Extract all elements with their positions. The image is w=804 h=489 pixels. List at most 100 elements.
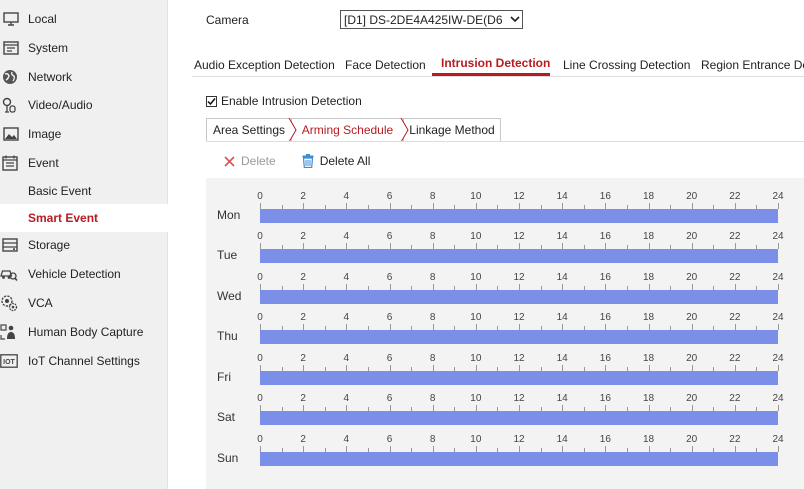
- hour-tick-mark: [281, 205, 283, 209]
- schedule-time-bar[interactable]: [260, 290, 778, 304]
- hour-tick-mark: [605, 243, 607, 249]
- schedule-time-bar[interactable]: [260, 371, 778, 385]
- hour-tick-mark: [778, 446, 779, 452]
- hour-tick-mark: [475, 405, 477, 411]
- hour-tick-label: 16: [599, 434, 611, 445]
- hour-tick-mark: [540, 448, 542, 452]
- hour-tick-mark: [281, 326, 283, 330]
- sidebar-item-human-body-capture[interactable]: Human Body Capture: [0, 318, 168, 346]
- hour-tick-label: 24: [772, 231, 784, 242]
- schedule-time-bar[interactable]: [260, 209, 778, 223]
- hour-tick-label: 8: [429, 434, 436, 445]
- hour-tick-mark: [346, 284, 348, 290]
- hour-tick-mark: [497, 367, 499, 371]
- hour-tick-mark: [713, 286, 715, 290]
- sidebar-item-storage[interactable]: Storage: [0, 231, 168, 259]
- sidebar-item-label: Image: [28, 127, 62, 141]
- sidebar-item-label: System: [28, 41, 69, 55]
- subtab-arming-schedule[interactable]: Arming Schedule: [292, 118, 404, 142]
- sidebar-item-smart-event[interactable]: Smart Event: [0, 204, 168, 232]
- hour-tick-mark: [562, 365, 564, 371]
- hour-tick-mark: [303, 203, 305, 209]
- hour-tick-mark: [260, 365, 261, 371]
- hour-tick-mark: [281, 367, 283, 371]
- enable-intrusion-checkbox[interactable]: [206, 95, 217, 107]
- hour-tick-mark: [389, 365, 391, 371]
- sidebar-item-image[interactable]: Image: [0, 120, 168, 148]
- tab-line-crossing-detection[interactable]: Line Crossing Detection: [563, 58, 691, 72]
- hour-tick-mark: [648, 284, 650, 290]
- camera-select[interactable]: [D1] DS-2DE4A425IW-DE(D6: [340, 10, 523, 29]
- close-icon: [224, 155, 235, 167]
- hour-tick-mark: [756, 286, 758, 290]
- sidebar-item-iot-channel-settings[interactable]: IOT IoT Channel Settings: [0, 347, 168, 375]
- day-label: Sat: [217, 410, 236, 424]
- sidebar-item-video-audio[interactable]: Video/Audio: [0, 91, 168, 119]
- hour-tick-mark: [670, 286, 672, 290]
- detection-tabs: Audio Exception Detection Face Detection…: [192, 42, 804, 77]
- hour-tick-mark: [389, 284, 391, 290]
- sidebar-item-network[interactable]: Network: [0, 63, 168, 91]
- sidebar-item-vca[interactable]: VCA: [0, 289, 168, 317]
- tab-audio-exception-detection[interactable]: Audio Exception Detection: [194, 58, 335, 72]
- hour-tick-mark: [519, 365, 520, 371]
- sidebar-item-local[interactable]: Local: [0, 5, 168, 33]
- hour-tick-mark: [497, 326, 499, 330]
- hour-tick-mark: [260, 284, 261, 290]
- sidebar-item-system[interactable]: System: [0, 34, 168, 62]
- schedule-time-bar[interactable]: [260, 330, 778, 344]
- subtab-area-settings[interactable]: Area Settings: [206, 118, 292, 142]
- hour-tick-label: 0: [257, 353, 263, 364]
- hour-tick-mark: [303, 446, 305, 452]
- hour-tick-mark: [734, 365, 736, 371]
- hour-tick-label: 16: [599, 353, 611, 364]
- hour-tick-mark: [475, 243, 477, 249]
- sidebar-item-event[interactable]: Event: [0, 149, 168, 177]
- hour-tick-mark: [605, 203, 607, 209]
- hour-tick-mark: [670, 326, 672, 330]
- hour-tick-mark: [519, 284, 520, 290]
- sidebar-item-label: Human Body Capture: [28, 325, 144, 339]
- hour-tick-mark: [389, 243, 391, 249]
- hour-tick-label: 16: [599, 231, 611, 242]
- subtab-linkage-method[interactable]: Linkage Method: [404, 118, 501, 142]
- tab-intrusion-detection[interactable]: Intrusion Detection: [441, 56, 551, 70]
- hour-tick-mark: [281, 448, 283, 452]
- hour-tick-label: 10: [470, 231, 482, 242]
- delete-button[interactable]: Delete: [224, 154, 276, 168]
- sidebar-item-vehicle-detection[interactable]: Vehicle Detection: [0, 260, 168, 288]
- hour-tick-mark: [454, 286, 456, 290]
- hour-tick-mark: [411, 205, 413, 209]
- sidebar-item-basic-event[interactable]: Basic Event: [0, 177, 168, 205]
- tab-region-entrance-detection[interactable]: Region Entrance Dete: [701, 58, 804, 72]
- hour-tick-label: 18: [642, 434, 655, 445]
- hour-tick-mark: [281, 286, 283, 290]
- schedule-time-bar[interactable]: [260, 452, 778, 466]
- hour-tick-label: 14: [556, 393, 568, 404]
- chevron-right-icon: [400, 118, 409, 142]
- delete-all-button[interactable]: Delete All: [302, 154, 370, 168]
- hour-tick-mark: [734, 243, 736, 249]
- schedule-time-bar[interactable]: [260, 411, 778, 425]
- hour-tick-mark: [432, 446, 434, 452]
- hour-tick-label: 4: [343, 393, 350, 404]
- hour-tick-mark: [454, 407, 456, 411]
- hour-tick-mark: [519, 405, 520, 411]
- hour-tick-mark: [324, 367, 326, 371]
- tab-face-detection[interactable]: Face Detection: [345, 58, 426, 72]
- hour-tick-mark: [497, 205, 499, 209]
- hour-tick-mark: [583, 326, 585, 330]
- hour-tick-mark: [648, 324, 650, 330]
- day-label: Mon: [217, 208, 241, 222]
- hour-tick-mark: [324, 205, 326, 209]
- hour-tick-label: 0: [257, 191, 263, 202]
- chevron-down-icon: [508, 11, 522, 28]
- hour-tick-label: 0: [257, 393, 263, 404]
- hour-tick-label: 18: [642, 231, 655, 242]
- hour-tick-label: 8: [429, 272, 436, 283]
- hour-tick-label: 8: [429, 231, 436, 242]
- schedule-time-bar[interactable]: [260, 249, 778, 263]
- hour-tick-mark: [583, 245, 585, 249]
- day-label: Wed: [217, 289, 242, 303]
- calendar-icon: [1, 154, 19, 172]
